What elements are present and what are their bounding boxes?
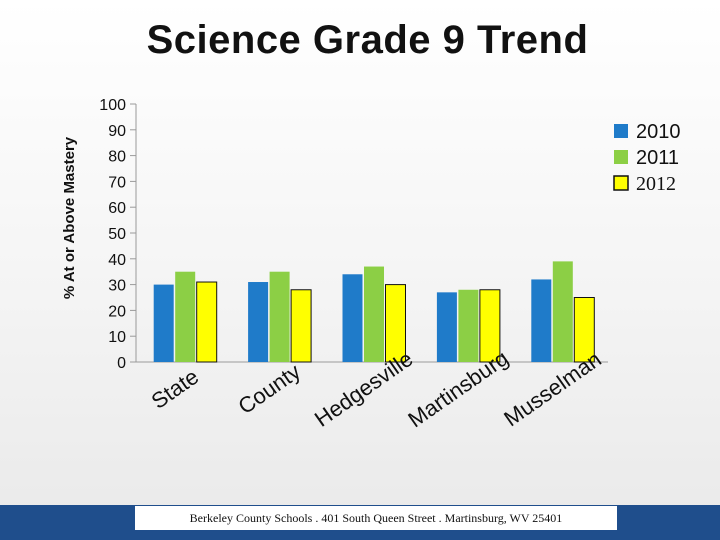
legend-swatch-2011 bbox=[614, 150, 628, 164]
bar-hedgesville-2012 bbox=[385, 284, 406, 363]
bar-county-2012 bbox=[290, 289, 312, 363]
y-tick-label: 70 bbox=[108, 174, 126, 191]
bar-county-2010 bbox=[248, 282, 269, 362]
x-tick-label-county: County bbox=[234, 359, 305, 419]
bar-state-2012 bbox=[196, 281, 218, 363]
y-tick-label: 50 bbox=[108, 226, 126, 243]
bar-hedgesville-2010 bbox=[342, 274, 363, 362]
bar-musselman-2010 bbox=[531, 279, 552, 362]
bar-state-2011 bbox=[175, 271, 196, 362]
bar-musselman-2011 bbox=[552, 261, 573, 362]
legend-swatch-2010 bbox=[614, 124, 628, 138]
x-tick-label-state: State bbox=[147, 364, 203, 414]
bar-county-2011 bbox=[269, 271, 290, 362]
chart-title: Science Grade 9 Trend bbox=[146, 18, 589, 62]
x-tick-label-martinsburg: Martinsburg bbox=[403, 345, 512, 432]
bar-hedgesville-2011 bbox=[364, 266, 384, 362]
bar-musselman-2012 bbox=[573, 297, 595, 363]
legend-swatch-2012 bbox=[613, 175, 629, 191]
x-tick-label-musselman: Musselman bbox=[499, 346, 605, 431]
y-tick-label: 100 bbox=[99, 97, 126, 114]
bar-martinsburg-2011 bbox=[458, 289, 479, 362]
y-tick-label: 0 bbox=[117, 355, 126, 372]
legend-label-2012: 2012 bbox=[636, 173, 676, 195]
y-tick-label: 30 bbox=[108, 278, 126, 295]
bar-martinsburg-2010 bbox=[436, 292, 457, 362]
y-tick-label: 60 bbox=[108, 200, 126, 217]
y-tick-label: 90 bbox=[108, 123, 126, 140]
y-tick-label: 40 bbox=[108, 252, 126, 269]
bar-martinsburg-2012 bbox=[479, 289, 501, 363]
legend-label-2011: 2011 bbox=[636, 147, 679, 169]
legend-label-2010: 2010 bbox=[636, 121, 681, 143]
y-tick-label: 80 bbox=[108, 149, 126, 166]
x-tick-label-hedgesville: Hedgesville bbox=[310, 346, 418, 432]
y-axis-title: % At or Above Mastery bbox=[61, 136, 78, 299]
footer-address: Berkeley County Schools . 401 South Quee… bbox=[134, 505, 618, 531]
y-tick-label: 20 bbox=[108, 303, 126, 320]
bar-state-2010 bbox=[153, 284, 174, 362]
y-tick-label: 10 bbox=[108, 329, 126, 346]
